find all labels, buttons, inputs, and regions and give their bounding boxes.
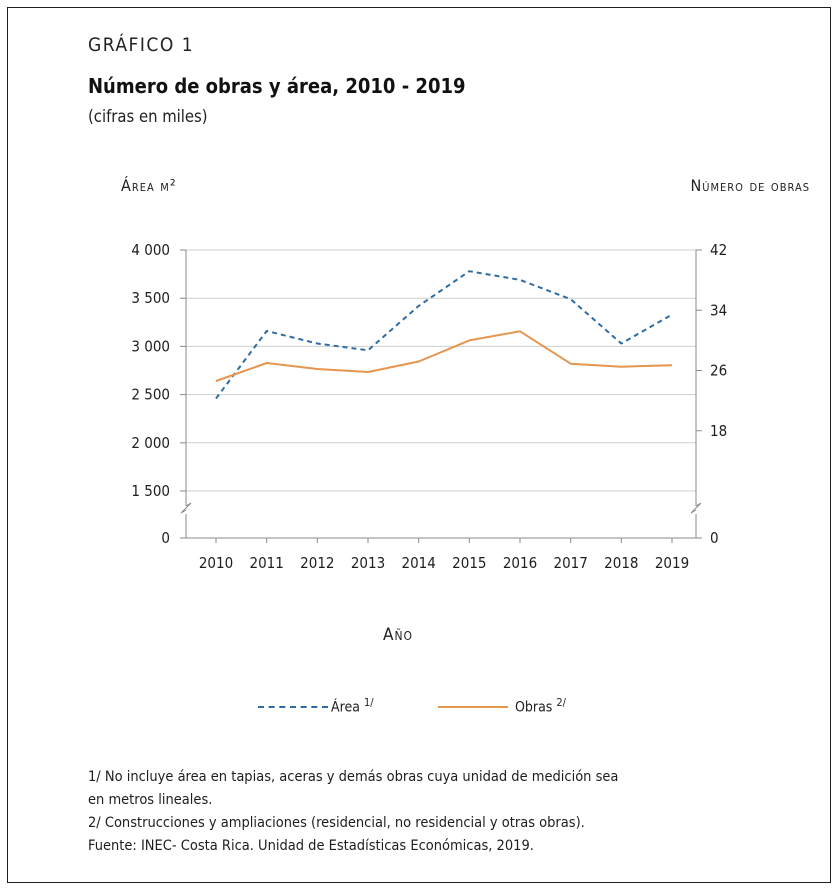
series-line-area <box>215 270 673 400</box>
y-right-tick-label: 0 <box>710 529 719 547</box>
y-right-axis-title: Número de obras <box>690 176 810 195</box>
line-chart: 0 1 500 2 000 2 500 3 000 3 500 4 000 0 18 26 34 42… <box>131 241 727 572</box>
x-tick-label: 2017 <box>553 554 587 572</box>
axis-break-mark <box>180 502 192 514</box>
footnote-1-line-1: 1/ No incluye área en tapias, aceras y d… <box>88 769 619 785</box>
series-lines <box>215 270 673 400</box>
chart-title: Número de obras y área, 2010 - 2019 <box>88 74 466 98</box>
y-right-tick-label: 26 <box>710 362 727 380</box>
legend-swatch-area <box>258 706 328 708</box>
footnote-2: 2/ Construcciones y ampliaciones (reside… <box>88 815 585 831</box>
figure-kicker: GRÁFICO 1 <box>88 34 195 56</box>
footnotes: 1/ No incluye área en tapias, aceras y d… <box>88 766 808 858</box>
x-tick-label: 2015 <box>452 554 486 572</box>
y-left-tick-label: 1 500 <box>131 482 170 500</box>
legend-obras-note: 2/ <box>556 696 567 709</box>
chart-subtitle: (cifras en miles) <box>88 107 208 126</box>
legend-label-obras: Obras 2/ <box>515 696 566 716</box>
axes <box>180 249 702 543</box>
axis-break-mark <box>690 502 702 514</box>
y-left-tick-label: 2 000 <box>131 434 170 452</box>
legend-obras-text: Obras <box>515 699 553 716</box>
y-left-tick-label: 4 000 <box>131 241 170 259</box>
x-tick-label: 2010 <box>199 554 233 572</box>
series-line-obras <box>215 330 673 382</box>
gridlines <box>186 249 696 492</box>
legend-label-area: Área 1/ <box>331 696 374 716</box>
x-tick-label: 2013 <box>351 554 385 572</box>
x-tick-label: 2012 <box>300 554 334 572</box>
legend-area-text: Área <box>331 699 360 716</box>
x-tick-label: 2016 <box>503 554 537 572</box>
y-left-tick-label: 3 000 <box>131 337 170 355</box>
legend-swatch-obras <box>438 706 508 708</box>
y-left-tick-label: 0 <box>161 529 170 547</box>
y-right-tick-label: 18 <box>710 422 727 440</box>
x-tick-label: 2011 <box>249 554 283 572</box>
y-left-axis-title-text: Área m² <box>121 176 177 195</box>
x-tick-label: 2018 <box>604 554 638 572</box>
y-right-tick-label: 34 <box>710 301 727 319</box>
y-left-tick-label: 2 500 <box>131 386 170 404</box>
x-tick-label: 2014 <box>401 554 435 572</box>
y-left-tick-label: 3 500 <box>131 289 170 307</box>
figure-frame <box>7 7 831 883</box>
legend-area-note: 1/ <box>363 696 374 709</box>
x-tick-label: 2019 <box>655 554 689 572</box>
y-left-axis-title: Área m² <box>121 176 177 195</box>
legend: Área 1/ Obras 2/ <box>0 696 840 718</box>
x-axis-title: Año <box>383 625 414 645</box>
footnote-1-line-2: en metros lineales. <box>88 792 213 808</box>
source-note: Fuente: INEC- Costa Rica. Unidad de Esta… <box>88 838 534 854</box>
tick-labels: 0 1 500 2 000 2 500 3 000 3 500 4 000 0 18 26 34 42… <box>131 241 727 572</box>
y-right-tick-label: 42 <box>710 241 727 259</box>
